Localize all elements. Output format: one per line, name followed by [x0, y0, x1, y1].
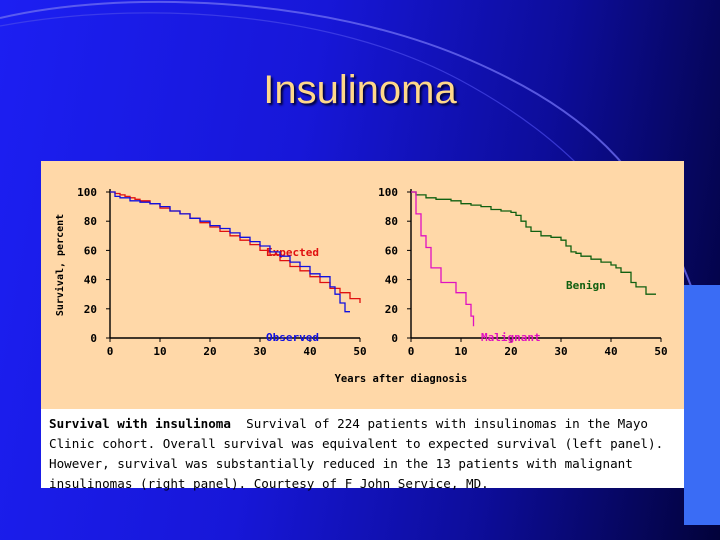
y-tick-label: 40 — [385, 274, 398, 287]
legend-label-expected: Expected — [266, 246, 319, 259]
x-tick-label: 30 — [253, 345, 266, 358]
series-line-observed — [110, 191, 350, 313]
y-tick-label: 0 — [90, 332, 97, 345]
x-tick-label: 0 — [107, 345, 114, 358]
x-tick-label: 30 — [554, 345, 567, 358]
y-tick-label: 100 — [378, 186, 398, 199]
figure-caption: Survival with insulinoma Survival of 224… — [41, 409, 684, 491]
caption-title: Survival with insulinoma — [49, 416, 231, 431]
y-tick-label: 20 — [385, 303, 398, 316]
survival-figure: Survival, percent 0 20 40 60 80 100 0 10 20 30 40 50… — [41, 161, 684, 491]
y-tick-label: 80 — [84, 215, 97, 228]
x-axis-label: Years after diagnosis — [335, 373, 468, 385]
slide-title: Insulinoma — [263, 68, 457, 112]
x-tick-label: 10 — [153, 345, 166, 358]
y-tick-label: 0 — [391, 332, 398, 345]
x-tick-label: 40 — [604, 345, 617, 358]
legend-label-malignant: Malignant — [481, 331, 541, 344]
y-tick-label: 60 — [385, 244, 398, 257]
legend-label-benign: Benign — [566, 279, 606, 292]
caption-text: Survival of 224 patients with insulinoma… — [49, 416, 664, 491]
y-axis-label: Survival, percent — [54, 214, 66, 316]
x-tick-label: 40 — [303, 345, 316, 358]
y-tick-label: 40 — [84, 274, 97, 287]
series-line-expected — [110, 191, 361, 303]
legend-label-observed: Observed — [266, 331, 319, 344]
x-tick-label: 50 — [353, 345, 366, 358]
x-tick-label: 20 — [203, 345, 216, 358]
series-line-malignant — [411, 191, 475, 327]
x-tick-label: 20 — [504, 345, 517, 358]
y-tick-label: 60 — [84, 244, 97, 257]
series-line-benign — [411, 191, 656, 295]
y-tick-label: 100 — [77, 186, 97, 199]
x-tick-label: 0 — [408, 345, 415, 358]
y-tick-label: 20 — [84, 303, 97, 316]
y-tick-label: 80 — [385, 215, 398, 228]
x-tick-label: 50 — [654, 345, 667, 358]
x-tick-label: 10 — [454, 345, 467, 358]
